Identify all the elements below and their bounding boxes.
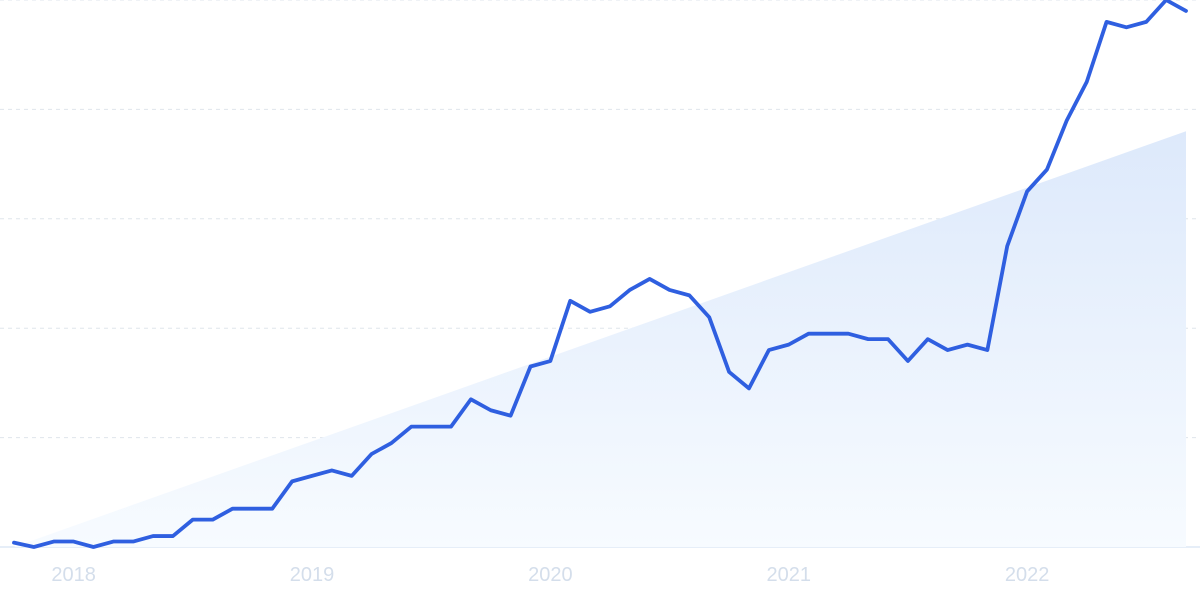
x-tick-label-2018: 2018 [51, 564, 96, 586]
x-tick-label-2019: 2019 [290, 564, 335, 586]
x-axis-ticks: 2018 2019 2020 2021 2022 [51, 564, 1049, 586]
x-tick-label-2021: 2021 [766, 564, 811, 586]
trend-area [14, 131, 1186, 547]
series-line [12, 0, 1188, 549]
series-line-layer [12, 0, 1188, 549]
trend-area-layer [14, 131, 1186, 547]
x-tick-label-2022: 2022 [1005, 564, 1050, 586]
x-tick-label-2020: 2020 [528, 564, 573, 586]
